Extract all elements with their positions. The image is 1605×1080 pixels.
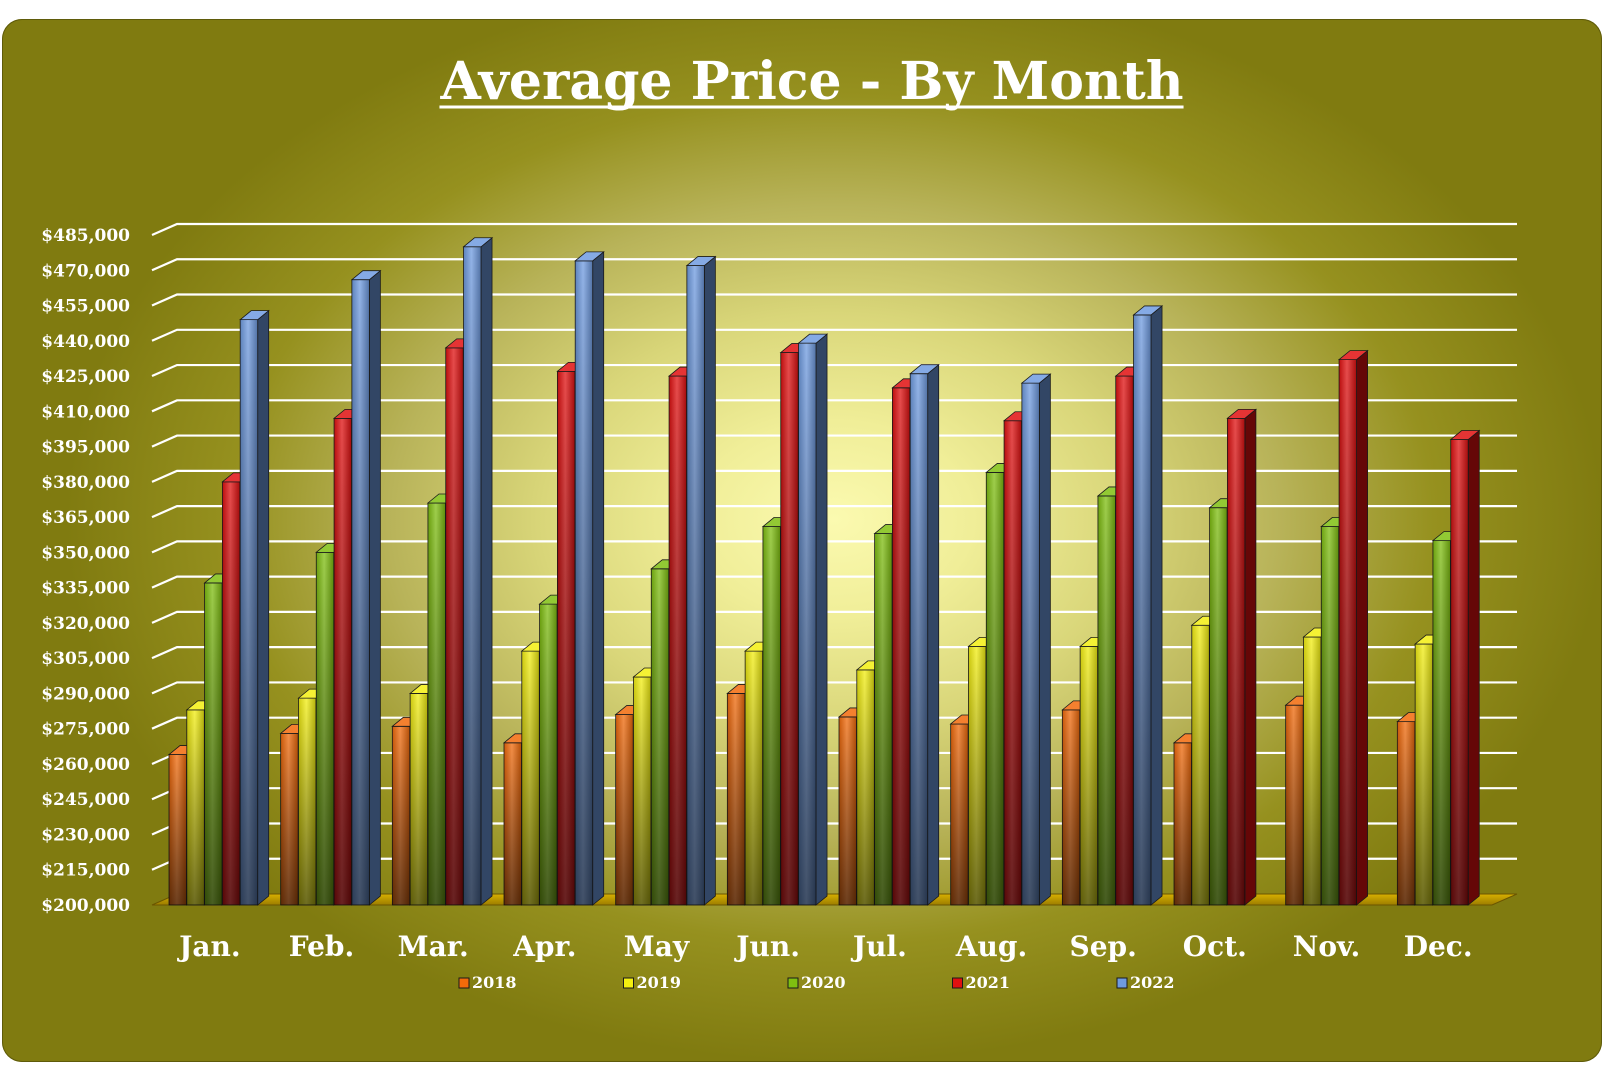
y-tick-label: $275,000 (41, 720, 130, 740)
gridline (151, 610, 1517, 624)
chart-svg: $200,000 $215,000 $230,000 $245,000 $260,000… (41, 51, 1518, 992)
x-tick-label: Jun. (733, 930, 800, 963)
y-tick-label: $245,000 (41, 790, 130, 810)
legend-entry-2020: 2020 (787, 973, 846, 992)
legend-swatch (1116, 977, 1128, 989)
y-tick-label: $395,000 (41, 438, 130, 458)
y-tick-label: $425,000 (41, 367, 130, 387)
x-tick-label: Dec. (1404, 930, 1473, 963)
bar-2022-mar (462, 236, 494, 906)
legend-swatch (458, 977, 470, 989)
y-tick-label: $335,000 (41, 579, 130, 599)
y-tick-label: $215,000 (41, 861, 130, 881)
bar-2021-oct (1226, 408, 1258, 906)
x-tick-label: Aug. (955, 930, 1027, 963)
bars-layer (167, 236, 1481, 906)
bar-2022-jun (797, 333, 829, 906)
gridline (151, 681, 1517, 695)
gridline (151, 540, 1517, 554)
x-tick-label: Sep. (1069, 930, 1136, 963)
y-tick-label: $485,000 (41, 226, 130, 246)
bar-2022-jan (239, 309, 270, 906)
legend: 2018 2019 2020 2021 2022 (458, 973, 1175, 992)
chart-title: Average Price - By Month (439, 51, 1183, 112)
legend-label: 2021 (966, 973, 1011, 992)
y-axis-ticks: $200,000 $215,000 $230,000 $245,000 $260,000… (41, 226, 130, 916)
gridline (151, 646, 1517, 660)
gridline (151, 363, 1517, 378)
y-tick-label: $455,000 (41, 297, 130, 317)
gridline (151, 505, 1517, 519)
y-tick-label: $440,000 (41, 332, 130, 352)
y-tick-label: $350,000 (41, 543, 130, 563)
x-axis-categories: Jan. Feb. Mar. Apr. May Jun. Jul. Aug. Sep. Oct. N… (176, 930, 1473, 963)
legend-entry-2019: 2019 (623, 973, 682, 992)
legend-entry-2018: 2018 (458, 973, 517, 992)
bar-2022-sep (1132, 305, 1164, 906)
legend-swatch (623, 977, 634, 989)
gridline (151, 293, 1517, 307)
y-tick-label: $290,000 (41, 684, 130, 704)
bar-2022-may (685, 255, 717, 906)
x-tick-label: Mar. (398, 930, 469, 963)
legend-entry-2022: 2022 (1116, 973, 1175, 992)
legend-swatch (787, 977, 799, 989)
x-tick-label: Jan. (176, 930, 241, 963)
x-tick-label: Feb. (289, 930, 355, 963)
gridline (151, 434, 1517, 448)
legend-label: 2020 (801, 973, 846, 992)
gridline (151, 399, 1517, 413)
x-tick-label: Jul. (850, 930, 907, 963)
y-tick-label: $470,000 (41, 261, 130, 281)
x-tick-label: Nov. (1293, 930, 1360, 963)
x-tick-label: Oct. (1183, 930, 1247, 963)
grid-layer (151, 222, 1517, 871)
y-tick-label: $380,000 (41, 473, 130, 493)
legend-entry-2021: 2021 (952, 973, 1011, 992)
gridline (151, 328, 1517, 342)
y-tick-label: $365,000 (41, 508, 130, 528)
bar-2022-jul (909, 363, 940, 906)
bar-2022-feb (350, 269, 382, 906)
y-tick-label: $305,000 (41, 649, 130, 669)
legend-label: 2019 (637, 973, 682, 992)
gridline (151, 469, 1517, 483)
gridline (151, 258, 1517, 272)
bar-2022-aug (1020, 373, 1052, 906)
gridline (151, 222, 1517, 237)
legend-label: 2018 (472, 973, 517, 992)
y-tick-label: $260,000 (41, 755, 130, 775)
y-tick-label: $320,000 (41, 614, 130, 634)
bar-2021-dec (1449, 429, 1481, 906)
chart-frame: $200,000 $215,000 $230,000 $245,000 $260,000… (2, 19, 1602, 1062)
legend-swatch (952, 977, 963, 989)
x-tick-label: Apr. (512, 930, 576, 963)
bar-2021-nov (1337, 349, 1369, 906)
y-tick-label: $200,000 (41, 896, 130, 916)
bar-2022-apr (574, 251, 605, 906)
y-tick-label: $230,000 (41, 825, 130, 845)
legend-label: 2022 (1130, 973, 1175, 992)
x-tick-label: May (624, 930, 690, 963)
gridline (151, 575, 1517, 589)
y-tick-label: $410,000 (41, 402, 130, 422)
